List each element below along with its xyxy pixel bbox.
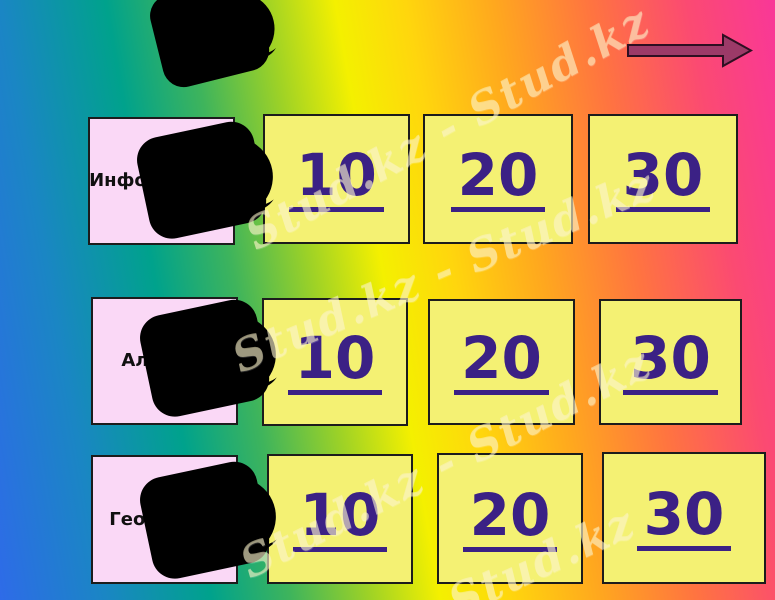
value-link[interactable]: 20 bbox=[450, 146, 546, 212]
value-link[interactable]: 10 bbox=[292, 486, 388, 552]
cell-geometriya-30[interactable]: 30 bbox=[602, 452, 766, 584]
value-link[interactable]: 20 bbox=[454, 329, 549, 395]
cell-algebra-30[interactable]: 30 bbox=[599, 299, 742, 425]
cell-informatika-20[interactable]: 20 bbox=[423, 114, 573, 244]
cell-geometriya-20[interactable]: 20 bbox=[437, 453, 583, 584]
stud-kz-logo-watermark bbox=[127, 0, 316, 118]
cell-informatika-30[interactable]: 30 bbox=[588, 114, 738, 244]
next-slide-arrow-button[interactable] bbox=[627, 33, 753, 68]
value-link[interactable]: 30 bbox=[623, 329, 718, 395]
value-link[interactable]: 10 bbox=[289, 146, 384, 212]
category-algebra: Алгебра bbox=[91, 297, 238, 425]
value-link[interactable]: 20 bbox=[462, 486, 558, 552]
cell-algebra-10[interactable]: 10 bbox=[262, 298, 408, 426]
bird-logo-icon bbox=[127, 0, 316, 118]
cell-informatika-10[interactable]: 10 bbox=[263, 114, 410, 244]
cell-algebra-20[interactable]: 20 bbox=[428, 299, 575, 425]
value-link[interactable]: 30 bbox=[615, 146, 711, 212]
category-label: Алгебра bbox=[121, 350, 208, 372]
category-label: Геометрия bbox=[109, 508, 220, 530]
cell-geometriya-10[interactable]: 10 bbox=[267, 454, 413, 584]
value-link[interactable]: 30 bbox=[636, 485, 732, 551]
arrow-right-icon bbox=[627, 33, 753, 68]
category-label: Информатика bbox=[89, 170, 234, 192]
value-link[interactable]: 10 bbox=[287, 329, 383, 395]
category-geometriya: Геометрия bbox=[91, 455, 238, 584]
category-informatika: Информатика bbox=[88, 117, 235, 245]
